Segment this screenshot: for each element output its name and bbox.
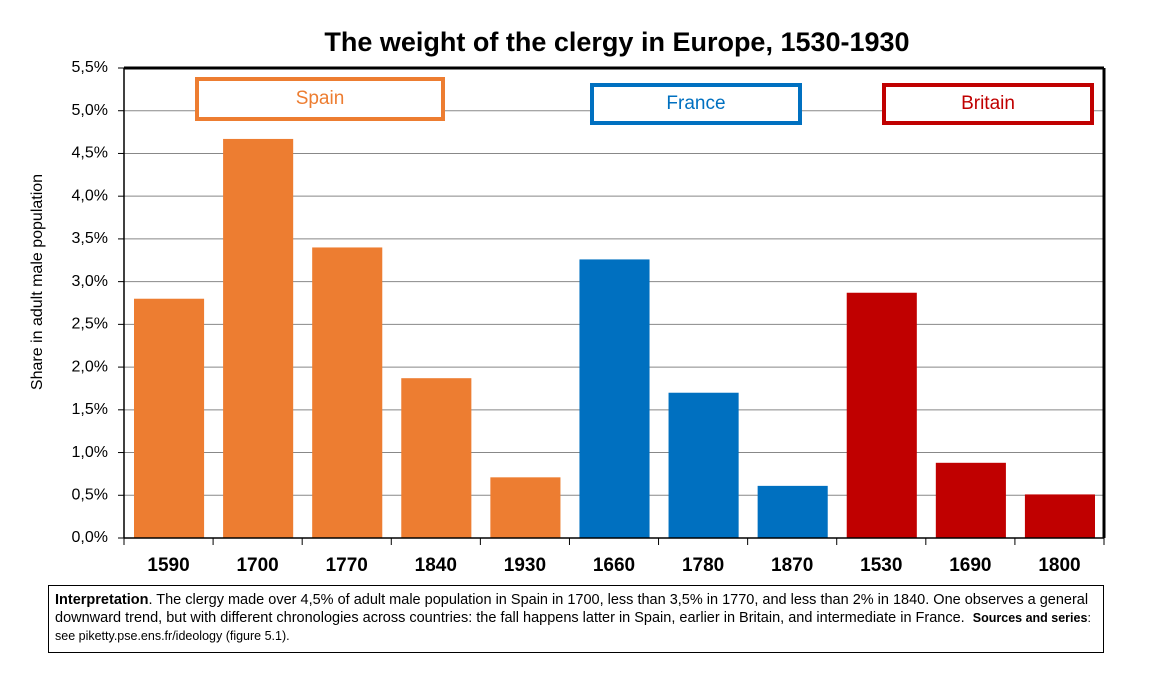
y-tick-label: 0,5% <box>72 486 108 503</box>
x-tick-label: 1770 <box>326 555 368 576</box>
bar <box>490 477 561 538</box>
sources-lead: Sources and series <box>972 611 1088 625</box>
note: Interpretation. The clergy made over 4,5… <box>48 585 1104 653</box>
y-tick-label: 5,0% <box>72 102 108 119</box>
x-tick-label: 1700 <box>236 555 278 576</box>
x-tick-label: 1690 <box>949 555 991 576</box>
bar <box>757 485 828 538</box>
y-tick-label: 3,0% <box>72 273 108 290</box>
legend-label: France <box>666 93 725 114</box>
y-tick-label: 1,5% <box>72 401 108 418</box>
x-tick-label: 1660 <box>593 555 635 576</box>
chart: The weight of the clergy in Europe, 1530… <box>29 27 1106 576</box>
sources-text: : see piketty.pse.ens.fr/ideology (figur… <box>55 611 1091 643</box>
y-tick-label: 5,5% <box>72 59 108 76</box>
y-axis-label: Share in adult male population <box>29 174 46 390</box>
legend-box <box>882 83 1094 125</box>
bar <box>401 378 472 538</box>
note-lead: Interpretation <box>55 592 149 608</box>
y-tick-label: 2,0% <box>72 358 108 375</box>
legend-box <box>590 83 802 125</box>
bar <box>312 247 383 539</box>
x-tick-label: 1930 <box>504 555 546 576</box>
legend-label: Spain <box>296 88 345 109</box>
y-tick-label: 3,5% <box>72 230 108 247</box>
bar <box>579 259 650 538</box>
x-tick-label: 1870 <box>771 555 813 576</box>
bar <box>1024 494 1095 538</box>
bar <box>668 392 739 538</box>
bar <box>935 462 1006 538</box>
chart-title: The weight of the clergy in Europe, 1530… <box>324 27 909 57</box>
bar <box>846 292 917 538</box>
bar <box>134 298 205 538</box>
x-tick-label: 1800 <box>1038 555 1080 576</box>
legend-label: Britain <box>961 93 1015 114</box>
y-tick-label: 0,0% <box>72 529 108 546</box>
x-tick-label: 1590 <box>147 555 189 576</box>
x-tick-label: 1780 <box>682 555 724 576</box>
note-text: . The clergy made over 4,5% of adult mal… <box>55 592 1089 626</box>
y-tick-label: 4,0% <box>72 187 108 204</box>
x-tick-label: 1530 <box>860 555 902 576</box>
legend-box <box>195 77 445 121</box>
y-tick-label: 4,5% <box>72 145 108 162</box>
bar <box>223 138 294 538</box>
y-tick-label: 2,5% <box>72 316 108 333</box>
y-tick-label: 1,0% <box>72 444 108 461</box>
x-tick-label: 1840 <box>415 555 457 576</box>
